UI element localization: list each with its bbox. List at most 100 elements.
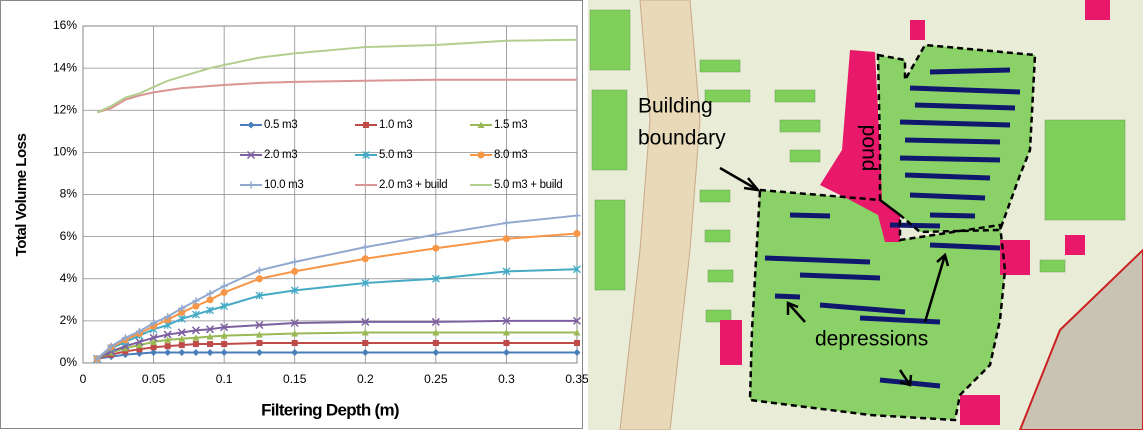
pink-patches [720,0,1110,425]
marker [290,318,299,328]
marker [150,319,158,327]
y-tick-label: 4% [60,271,78,285]
x-tick-label: 0 [80,372,87,386]
marker [178,335,186,342]
marker [432,231,440,239]
marker [150,338,158,345]
map-label: depressions [815,328,928,351]
legend-label: 0.5 m3 [264,119,297,131]
marker [178,348,186,356]
chart-frame [0,0,583,429]
marker [220,332,228,339]
marker [247,121,255,129]
marker [164,336,172,343]
marker [191,326,200,335]
marker [291,258,299,266]
marker [192,297,200,305]
marker [178,308,186,316]
marker [502,267,511,276]
building-boundary [748,43,1037,422]
marker [206,289,214,297]
marker [247,181,255,189]
marker [362,339,369,346]
x-tick-label: 0.35 [565,372,589,386]
legend-label: 1.5 m3 [494,119,527,131]
marker [431,274,440,283]
buildings [589,9,1126,323]
x-tick-label: 0.1 [216,372,233,386]
series-line [96,232,578,360]
x-tick-label: 0.2 [357,372,374,386]
marker [164,343,171,350]
series-line [96,341,577,360]
x-tick-label: 0.3 [498,372,515,386]
marker [206,348,214,356]
marker [177,314,186,323]
plot-border [82,25,578,364]
marker [220,282,228,290]
marker [136,346,143,353]
y-tick-label: 14% [53,60,77,74]
legend-label: 5.0 m3 + build [494,179,562,191]
marker [291,339,298,346]
plot: 0% 2% 4% 6% 8% 10% 12% 14% 16% 0 0.05 0.1 0.15 0.2 0.2… [53,18,589,386]
x-tick-label: 0.15 [283,372,307,386]
marker [502,235,510,243]
marker [220,348,228,356]
marker [573,212,581,220]
marker [573,229,581,237]
series-line [96,319,577,360]
marker [220,288,228,296]
depressions [764,67,1021,389]
series-line [96,78,577,114]
map: Building boundary pond depressions [588,0,1143,430]
marker [206,333,214,340]
marker [121,334,129,342]
x-tick-label: 0.25 [424,372,448,386]
series-line [96,268,578,360]
marker [205,325,215,334]
map-label: boundary [638,127,726,150]
marker [220,323,229,332]
marker [432,244,440,252]
marker [572,316,582,325]
marker [206,296,214,304]
y-tick-label: 2% [60,313,78,327]
marker [220,302,229,311]
series-line [96,351,577,360]
y-tick-label: 16% [53,18,77,32]
marker [164,313,172,321]
map-label: pond [857,125,880,172]
x-axis-label: Filtering Depth (m) [261,400,399,419]
pond [820,50,900,242]
series-line [96,331,577,360]
marker [135,337,144,346]
marker [207,341,214,348]
marker [191,310,200,319]
legend-label: 2.0 m3 [264,149,297,161]
marker [135,327,143,335]
marker [255,275,263,283]
marker [363,122,369,128]
marker [149,333,158,342]
marker [150,348,158,356]
marker [291,330,299,337]
marker [135,341,143,349]
x-tick-label: 0.05 [142,372,166,386]
marker [150,344,157,351]
marker [502,219,510,227]
y-tick-label: 10% [53,145,77,159]
lot [1018,248,1143,430]
marker [93,355,101,363]
marker [163,330,172,339]
marker [178,304,186,312]
y-tick-label: 6% [60,229,78,243]
marker [164,348,172,356]
marker [290,286,299,295]
marker [502,316,511,325]
marker [502,328,510,336]
marker [256,339,263,346]
marker [361,328,369,336]
legend-label: 8.0 m3 [494,149,527,161]
